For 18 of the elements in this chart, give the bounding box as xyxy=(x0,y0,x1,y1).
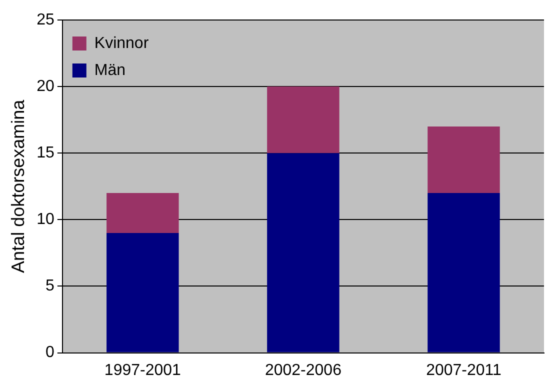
x-tick-label: 2007-2011 xyxy=(426,362,502,379)
bar xyxy=(106,193,179,233)
legend-label: Kvinnor xyxy=(94,34,150,52)
y-tick-label: 0 xyxy=(45,344,54,362)
y-tick-label: 25 xyxy=(36,11,54,28)
y-axis-title: Antal doktorsexamina xyxy=(8,98,28,273)
legend-label: Män xyxy=(94,62,126,79)
bar xyxy=(428,193,500,352)
y-tick-label: 20 xyxy=(36,78,54,95)
x-tick-label: 2002-2006 xyxy=(264,362,342,379)
y-tick-label: 15 xyxy=(36,144,54,162)
x-tick-label: 1997-2001 xyxy=(104,362,182,379)
bar xyxy=(267,86,340,154)
y-tick-label: 5 xyxy=(45,278,54,295)
y-tick-label: 10 xyxy=(36,211,54,228)
bar xyxy=(106,232,179,352)
bar xyxy=(267,153,340,352)
bar xyxy=(428,126,500,194)
